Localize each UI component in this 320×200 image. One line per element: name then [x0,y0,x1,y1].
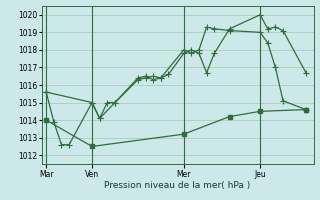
X-axis label: Pression niveau de la mer( hPa ): Pression niveau de la mer( hPa ) [104,181,251,190]
